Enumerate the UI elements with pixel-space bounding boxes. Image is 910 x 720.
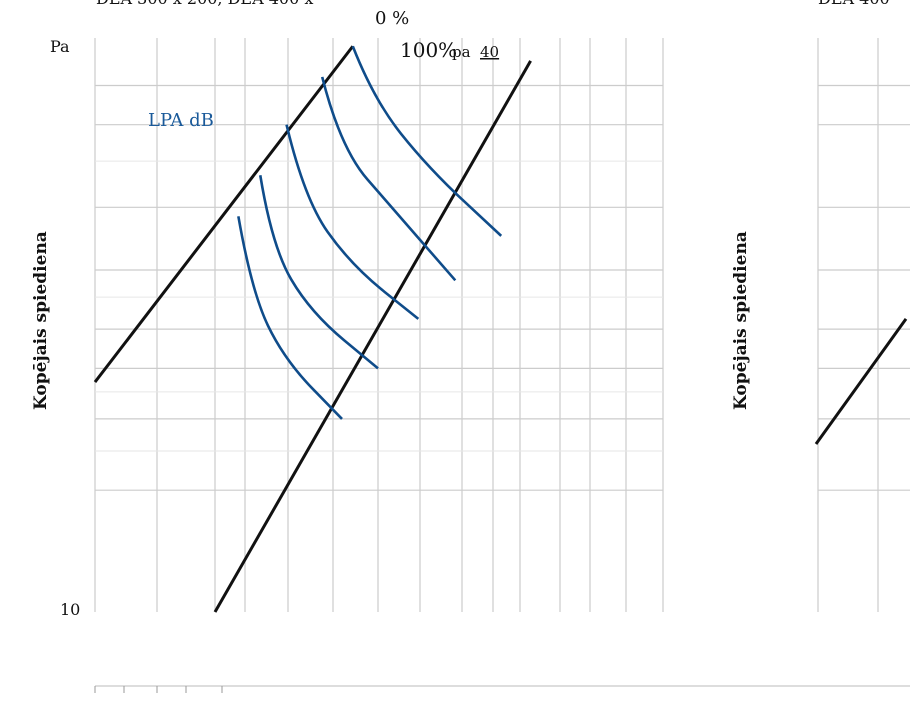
right-chart-title: DEA 400	[818, 0, 890, 8]
legend-lpa-db: LPA dB	[148, 110, 214, 131]
sound-curve-30	[285, 124, 420, 320]
annotation-hundred-percent: 100%	[400, 38, 457, 62]
annotation-hundred-percent-suffix: pa	[452, 43, 471, 61]
right-boundary-line-upper	[814, 318, 908, 445]
sound-curve-20	[237, 216, 343, 420]
right-y-axis-label: Kopējais spiediena	[731, 231, 751, 410]
boundary-line-upper	[93, 45, 354, 383]
left-y-tick-10-duplicate: 10	[60, 600, 80, 619]
sound-curve-25	[258, 175, 379, 370]
sound-curve-40	[351, 45, 503, 237]
left-y-axis-label: Kopējais spiediena	[31, 231, 51, 410]
boundary-line-lower	[213, 60, 532, 613]
left-chart-title: DEA 300 x 200, DEA 400 x	[96, 0, 313, 8]
left-y-unit: Pa	[50, 37, 70, 56]
annotation-hundred-percent-value: 40	[480, 43, 499, 61]
annotation-zero-percent: 0 %	[375, 8, 409, 29]
sound-curve-35	[320, 76, 457, 282]
